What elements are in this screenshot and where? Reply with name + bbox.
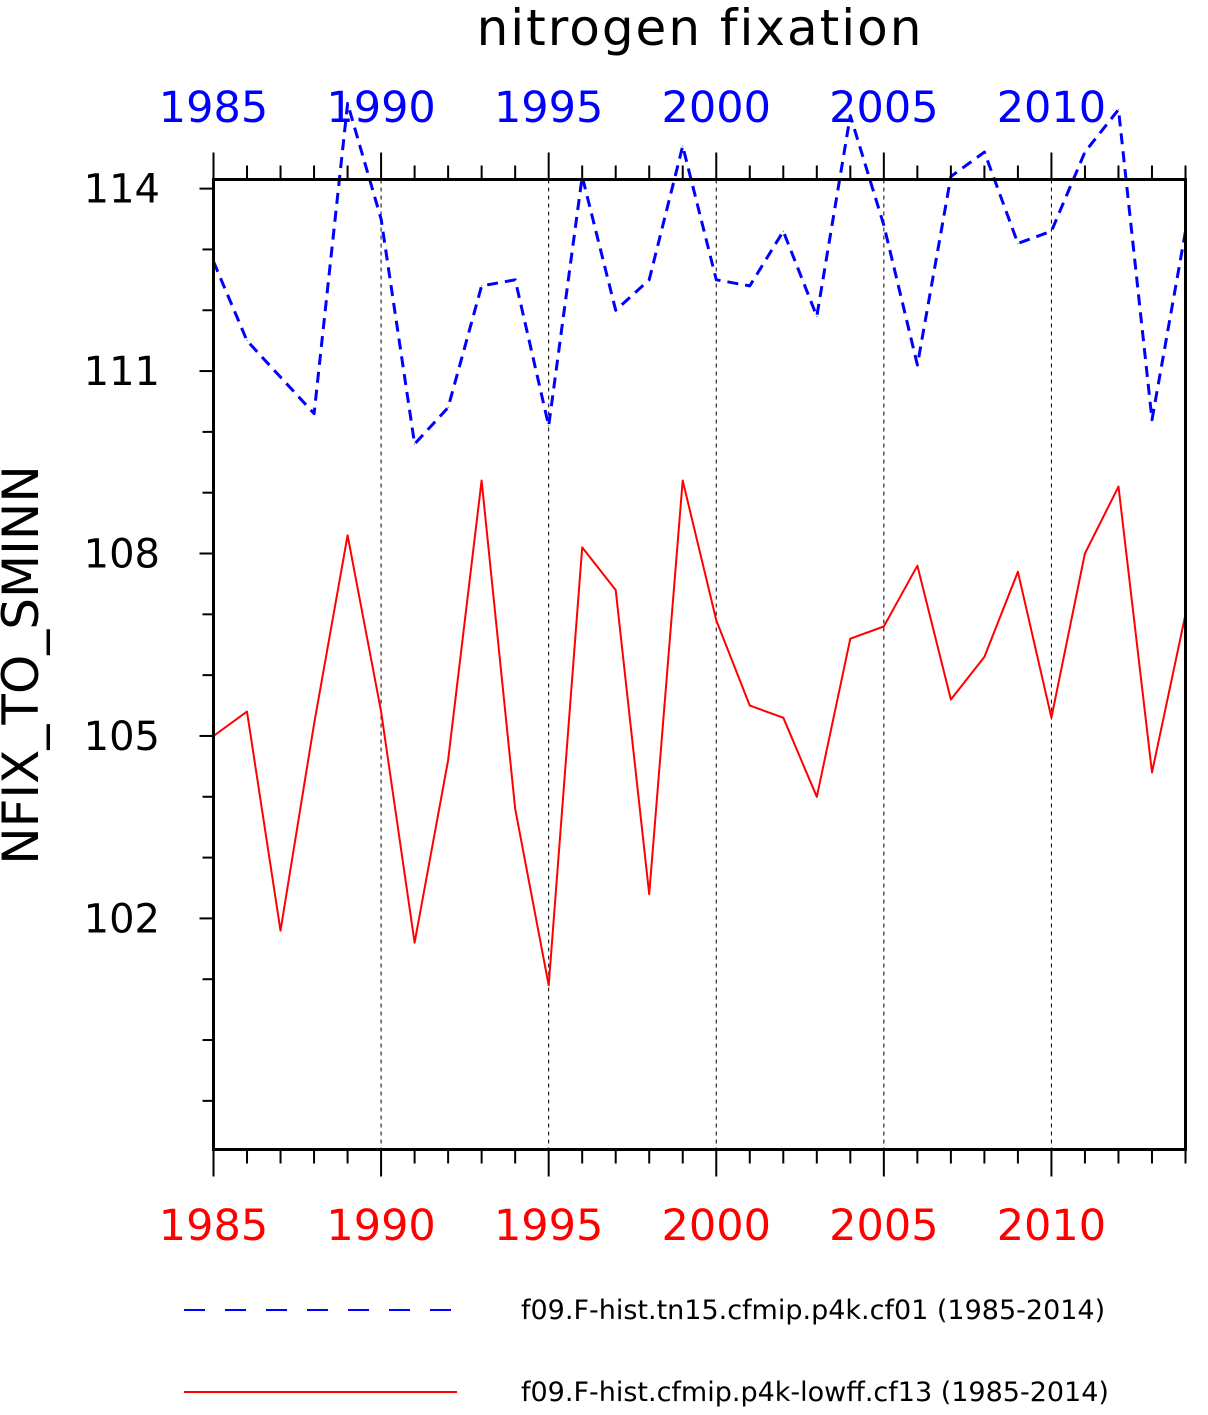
series-0-point-2005 <box>883 224 885 226</box>
series-0-point-1998 <box>648 279 650 281</box>
series-0-point-2004 <box>849 115 851 117</box>
series-1-point-1998 <box>648 893 650 895</box>
series-0-point-2003 <box>816 315 818 317</box>
x-bottom-tick-label-2010: 2010 <box>997 1201 1106 1251</box>
series-0-point-1989 <box>347 102 349 104</box>
series-1-point-1997 <box>615 589 617 591</box>
series-0-point-2002 <box>782 230 784 232</box>
series-0-point-1992 <box>447 407 449 409</box>
x-bottom-tick-label-1990: 1990 <box>326 1201 435 1251</box>
series-line-1 <box>212 479 1187 987</box>
series-1-point-2002 <box>782 717 784 719</box>
series-0-point-2006 <box>916 364 918 366</box>
y-tick-label-102: 102 <box>84 896 160 942</box>
series-1-point-1991 <box>414 942 416 944</box>
legend: f09.F-hist.tn15.cfmip.p4k.cf01 (1985-201… <box>184 1295 1109 1408</box>
x-top-tick-label-2005: 2005 <box>829 83 938 133</box>
series-1-point-2005 <box>883 625 885 627</box>
series-0-point-1999 <box>682 145 684 147</box>
x-top-tick-label-1990: 1990 <box>326 83 435 133</box>
series-0-point-1997 <box>615 309 617 311</box>
series-1-point-1995 <box>548 984 550 986</box>
x-bottom-tick-label-2000: 2000 <box>662 1201 771 1251</box>
x-bottom-tick-label-2005: 2005 <box>829 1201 938 1251</box>
series-0-point-2011 <box>1084 151 1086 153</box>
series-0-point-1991 <box>414 443 416 445</box>
series-1-point-2010 <box>1050 717 1052 719</box>
series-line-0 <box>212 102 1187 446</box>
series-1-point-1992 <box>447 759 449 761</box>
x-top-tick-label-2010: 2010 <box>997 83 1106 133</box>
series-1-point-2004 <box>849 638 851 640</box>
series-0-point-2012 <box>1117 109 1119 111</box>
x-top-tick-label-2000: 2000 <box>662 83 771 133</box>
y-tick-label-114: 114 <box>84 167 160 213</box>
series-1-point-2013 <box>1151 771 1153 773</box>
series-1-point-2012 <box>1117 486 1119 488</box>
plot-frame <box>212 178 1187 1151</box>
series-0-point-1994 <box>514 279 516 281</box>
x-top-tick-label-1985: 1985 <box>159 83 268 133</box>
series-1-point-2007 <box>950 698 952 700</box>
legend-label-1: f09.F-hist.cfmip.p4k-lowff.cf13 (1985-20… <box>521 1377 1109 1408</box>
series-0-point-2000 <box>715 279 717 281</box>
series-1-point-2009 <box>1017 571 1019 573</box>
series-0-point-2013 <box>1151 419 1153 421</box>
series-0-point-1993 <box>481 285 483 287</box>
series-0-point-1995 <box>548 425 550 427</box>
series-1-point-2003 <box>816 796 818 798</box>
tick-labels: 102 105 108 111 114 1985 1985 1990 1990 1995 1995 2… <box>84 83 1107 1251</box>
series-0-point-1986 <box>246 340 248 342</box>
y-axis-label: NFIX_TO_SMINN <box>0 465 50 865</box>
series-lines <box>212 102 1187 987</box>
grid-lines <box>380 179 1052 1150</box>
series-1-point-1993 <box>481 480 483 482</box>
series-0-point-1988 <box>313 413 315 415</box>
series-1-point-2011 <box>1084 553 1086 555</box>
series-1-point-2000 <box>715 619 717 621</box>
series-1-point-1990 <box>380 711 382 713</box>
series-0-point-2001 <box>749 285 751 287</box>
series-1-point-1986 <box>246 711 248 713</box>
series-1-point-2001 <box>749 705 751 707</box>
series-1-point-1987 <box>280 930 282 932</box>
x-bottom-tick-label-1995: 1995 <box>494 1201 603 1251</box>
series-0-point-1987 <box>280 376 282 378</box>
chart-title: nitrogen fixation <box>477 0 924 57</box>
legend-label-0: f09.F-hist.tn15.cfmip.p4k.cf01 (1985-201… <box>521 1295 1105 1326</box>
series-1-point-1999 <box>682 480 684 482</box>
series-0-point-2008 <box>983 151 985 153</box>
series-1-point-1996 <box>581 546 583 548</box>
x-bottom-tick-label-1985: 1985 <box>159 1201 268 1251</box>
series-1-point-2006 <box>916 565 918 567</box>
y-tick-label-105: 105 <box>84 714 160 760</box>
series-1-point-1994 <box>514 808 516 810</box>
series-0-point-1990 <box>380 218 382 220</box>
y-tick-label-111: 111 <box>84 349 160 395</box>
axis-ticks <box>199 152 1187 1177</box>
y-tick-label-108: 108 <box>84 532 160 578</box>
series-1-point-1988 <box>313 723 315 725</box>
series-1-point-1989 <box>347 534 349 536</box>
series-0-point-2009 <box>1017 242 1019 244</box>
series-1-point-2008 <box>983 656 985 658</box>
x-top-tick-label-1995: 1995 <box>494 83 603 133</box>
series-0-point-2010 <box>1050 230 1052 232</box>
